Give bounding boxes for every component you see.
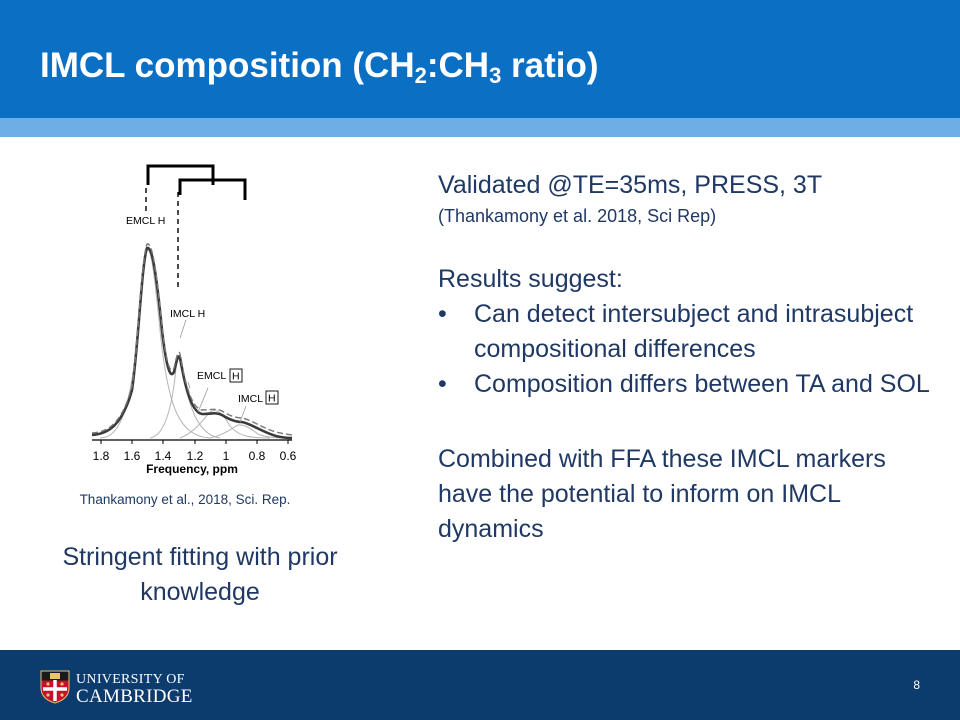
- title-text-part: :CH: [426, 46, 490, 85]
- header-bar: [0, 0, 960, 118]
- label-box-text: H: [268, 393, 276, 405]
- label-emcl-h-boxed: EMCL: [197, 370, 226, 382]
- validation-statement: Validated @TE=35ms, PRESS, 3T: [438, 171, 823, 199]
- x-tick-label: 1.4: [155, 449, 172, 463]
- results-list: • Can detect intersubject and intrasubjec…: [438, 297, 938, 402]
- right-column: Validated @TE=35ms, PRESS, 3T (Thankamon…: [438, 168, 938, 547]
- list-item-text: Composition differs between TA and SOL: [474, 370, 930, 398]
- cambridge-shield-icon: [40, 670, 70, 704]
- peak-brackets: [146, 164, 247, 200]
- x-tick-label: 1.8: [93, 449, 110, 463]
- x-axis-ticks: [100, 440, 289, 444]
- university-logo: UNIVERSITY OF CAMBRIDGE: [40, 670, 200, 707]
- list-item-text: Can detect intersubject and intrasubject…: [474, 300, 914, 363]
- figure-citation: Thankamony et al., 2018, Sci. Rep.: [79, 492, 291, 507]
- fitted-spectrum: [91, 243, 293, 436]
- list-item: • Can detect intersubject and intrasubjec…: [438, 297, 938, 367]
- label-imcl-h: IMCL H: [170, 308, 205, 320]
- header-stripe: [0, 118, 960, 137]
- x-tick-label: 1.2: [187, 449, 204, 463]
- title-subscript: 3: [489, 63, 502, 88]
- footer-bar: UNIVERSITY OF CAMBRIDGE 8: [0, 650, 960, 720]
- x-tick-label: 1.6: [124, 449, 141, 463]
- results-heading: Results suggest:: [438, 265, 623, 293]
- university-name-line2: CAMBRIDGE: [76, 686, 193, 707]
- x-tick-labels: 1.8 1.6 1.4 1.2 1 0.8 0.6: [93, 449, 297, 463]
- label-box: [229, 368, 243, 383]
- bullet-icon: •: [438, 370, 447, 398]
- label-emcl-h: EMCL H: [126, 215, 165, 227]
- assignment-dashed-lines: [145, 188, 179, 290]
- reference-text: (Thankamony et al. 2018, Sci Rep): [438, 206, 717, 226]
- x-tick-label: 0.8: [249, 449, 266, 463]
- figure-caption: Stringent fitting with prior knowledge: [62, 543, 338, 606]
- x-tick-label: 0.6: [280, 449, 297, 463]
- bullet-icon: •: [438, 300, 447, 328]
- list-item: • Composition differs between TA and SOL: [438, 367, 938, 402]
- label-box: [265, 390, 279, 405]
- label-imcl-h-boxed: IMCL: [238, 393, 263, 405]
- slide-title: IMCL composition (CH2:CH3 ratio): [40, 46, 599, 88]
- label-leader-lines: [179, 319, 247, 423]
- x-tick-label: 1: [223, 449, 230, 463]
- x-axis-label: Frequency, ppm: [146, 462, 238, 476]
- university-name-line1: UNIVERSITY OF: [76, 672, 185, 687]
- title-subscript: 2: [414, 63, 427, 88]
- title-text-part: ratio): [501, 46, 599, 85]
- title-text-part: IMCL composition (CH: [40, 46, 415, 85]
- label-box-text: H: [232, 371, 240, 383]
- mrs-spectrum-figure: EMCL H IMCL H EMCL H IMCL H 1.8 1.6 1.4 …: [91, 164, 297, 476]
- conclusion-text: Combined with FFA these IMCL markers hav…: [438, 445, 886, 543]
- page-number: 8: [913, 678, 920, 692]
